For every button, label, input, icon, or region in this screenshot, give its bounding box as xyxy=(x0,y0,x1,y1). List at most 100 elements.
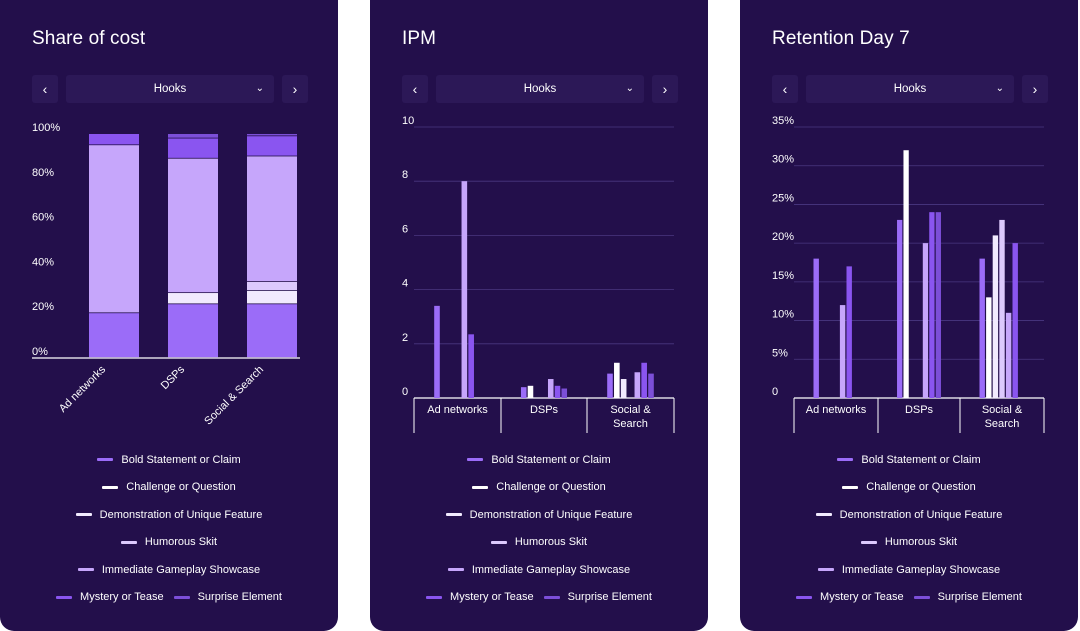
y-tick-label: 4 xyxy=(402,278,408,290)
bar-challenge-or-question xyxy=(614,362,620,398)
stack-segment-immediate-gameplay-showcase xyxy=(247,156,297,282)
y-tick-label: 0 xyxy=(402,386,408,398)
legend-item-bold-statement-or-claim[interactable]: Bold Statement or Claim xyxy=(97,454,241,466)
stack-segment-mystery-or-tease xyxy=(89,134,139,145)
legend-swatch xyxy=(467,458,484,462)
legend-item-demonstration-of-unique-feature[interactable]: Demonstration of Unique Feature xyxy=(445,508,633,521)
legend-item-humorous-skit[interactable]: Humorous Skit xyxy=(120,536,217,548)
legend-label: Mystery or Tease xyxy=(80,591,164,604)
legend-label: Surprise Element xyxy=(197,591,282,604)
next-arrow-button[interactable]: › xyxy=(282,75,308,103)
legend-item-challenge-or-question[interactable]: Challenge or Question xyxy=(472,481,606,493)
legend-label: Challenge or Question xyxy=(866,481,976,494)
stack-segment-demonstration-of-unique-feature xyxy=(168,293,218,304)
prev-arrow-button[interactable]: ‹ xyxy=(32,75,58,103)
dimension-selector: ‹ Hooks ⌄ › xyxy=(32,75,308,103)
bar-immediate-gameplay-showcase xyxy=(839,305,846,398)
legend-item-humorous-skit[interactable]: Humorous Skit xyxy=(490,536,587,548)
legend-swatch xyxy=(102,485,119,489)
legend-item-mystery-or-tease[interactable]: Mystery or Tease xyxy=(56,591,164,603)
legend-item-demonstration-of-unique-feature[interactable]: Demonstration of Unique Feature xyxy=(75,509,262,521)
legend-item-challenge-or-question[interactable]: Challenge or Question xyxy=(842,481,976,494)
dropdown-value: Hooks xyxy=(893,83,927,95)
bar-bold-statement-or-claim xyxy=(979,258,985,398)
legend-item-mystery-or-tease[interactable]: Mystery or Tease xyxy=(426,591,534,603)
legend-swatch xyxy=(842,485,859,489)
legend-item-mystery-or-tease[interactable]: Mystery or Tease xyxy=(796,591,904,603)
ipm-card: IPM ‹ Hooks ⌄ › 0 2 4 6 8 10 Ad networks DSPs So… xyxy=(370,0,708,631)
chevron-down-icon: ⌄ xyxy=(995,83,1004,94)
retention-day-7-card: Retention Day 7 ‹ Hooks ⌄ › 0 5% 10% 15% 20%… xyxy=(740,0,1078,631)
dimension-dropdown[interactable]: Hooks ⌄ xyxy=(66,75,274,103)
chart-legend: Bold Statement or Claim Challenge or Ques… xyxy=(0,446,338,611)
y-tick-label: 10% xyxy=(772,309,794,321)
legend-label: Immediate Gameplay Showcase xyxy=(841,563,1001,576)
stack-segment-immediate-gameplay-showcase xyxy=(89,145,139,313)
card-title: Retention Day 7 xyxy=(772,28,910,49)
legend-row: Demonstration of Unique Feature xyxy=(370,501,708,529)
chart-legend: Bold Statement or Claim Challenge or Ques… xyxy=(740,446,1078,611)
x-category-label: Social & xyxy=(610,404,651,416)
bar-bold-statement-or-claim xyxy=(813,258,819,398)
prev-arrow-button[interactable]: ‹ xyxy=(772,75,798,103)
legend-item-humorous-skit[interactable]: Humorous Skit xyxy=(860,536,957,548)
bar-mystery-or-tease xyxy=(641,362,647,398)
legend-swatch xyxy=(173,595,190,599)
dimension-dropdown[interactable]: Hooks ⌄ xyxy=(436,75,644,103)
legend-row: Humorous Skit xyxy=(0,529,338,557)
y-tick-label: 0% xyxy=(32,346,48,358)
retention-day-7-chart: 0 5% 10% 15% 20% 25% 30% 35% Ad networks DSPs Soci… xyxy=(772,115,1045,433)
legend-item-demonstration-of-unique-feature[interactable]: Demonstration of Unique Feature xyxy=(815,508,1003,521)
legend-item-surprise-element[interactable]: Surprise Element xyxy=(543,591,652,603)
next-arrow-button[interactable]: › xyxy=(1022,75,1048,103)
legend-item-bold-statement-or-claim[interactable]: Bold Statement or Claim xyxy=(467,453,611,466)
stack-segment-bold-statement-or-claim xyxy=(89,313,139,358)
legend-label: Bold Statement or Claim xyxy=(491,453,611,466)
legend-swatch xyxy=(490,540,507,544)
legend-row: Mystery or Tease Surprise Element xyxy=(740,584,1078,612)
x-category-label: Search xyxy=(985,418,1020,430)
y-tick-label: 6 xyxy=(402,223,408,235)
legend-label: Immediate Gameplay Showcase xyxy=(101,563,261,576)
bar-mystery-or-tease xyxy=(554,385,561,398)
bar-mystery-or-tease xyxy=(846,266,852,398)
legend-label: Surprise Element xyxy=(937,591,1022,604)
stack-segment-demonstration-of-unique-feature xyxy=(247,290,297,304)
y-tick-label: 35% xyxy=(772,115,794,127)
legend-row: Bold Statement or Claim xyxy=(0,446,338,474)
legend-item-surprise-element[interactable]: Surprise Element xyxy=(913,591,1022,604)
legend-label: Demonstration of Unique Feature xyxy=(469,508,633,521)
y-tick-label: 25% xyxy=(772,192,794,204)
legend-item-immediate-gameplay-showcase[interactable]: Immediate Gameplay Showcase xyxy=(447,563,631,576)
legend-item-bold-statement-or-claim[interactable]: Bold Statement or Claim xyxy=(837,454,981,466)
bar-bold-statement-or-claim xyxy=(434,305,440,398)
bar-surprise-element xyxy=(648,373,654,398)
legend-row: Immediate Gameplay Showcase xyxy=(370,556,708,584)
stack-segment-mystery-or-tease xyxy=(168,138,218,158)
legend-label: Challenge or Question xyxy=(126,481,236,494)
dimension-dropdown[interactable]: Hooks ⌄ xyxy=(806,75,1014,103)
bar-surprise-element xyxy=(561,388,568,398)
legend-item-immediate-gameplay-showcase[interactable]: Immediate Gameplay Showcase xyxy=(77,563,261,576)
dropdown-value: Hooks xyxy=(523,83,557,95)
bar-humorous-skit xyxy=(999,219,1005,398)
bar-bold-statement-or-claim xyxy=(897,219,903,398)
x-category-label: Ad networks xyxy=(806,404,867,416)
legend-item-surprise-element[interactable]: Surprise Element xyxy=(173,591,282,604)
y-tick-label: 10 xyxy=(402,115,414,127)
bar-mystery-or-tease xyxy=(929,212,935,398)
legend-label: Immediate Gameplay Showcase xyxy=(471,563,631,576)
next-arrow-button[interactable]: › xyxy=(652,75,678,103)
stack-segment-surprise-element xyxy=(247,134,297,136)
legend-item-challenge-or-question[interactable]: Challenge or Question xyxy=(102,481,236,494)
x-category-label: Ad networks xyxy=(57,363,109,415)
legend-swatch xyxy=(445,513,462,517)
dimension-selector: ‹ Hooks ⌄ › xyxy=(402,75,678,103)
y-tick-label: 20% xyxy=(32,301,54,313)
legend-row: Bold Statement or Claim xyxy=(370,446,708,474)
legend-item-immediate-gameplay-showcase[interactable]: Immediate Gameplay Showcase xyxy=(817,563,1001,576)
prev-arrow-button[interactable]: ‹ xyxy=(402,75,428,103)
legend-swatch xyxy=(447,568,464,572)
legend-label: Demonstration of Unique Feature xyxy=(839,508,1003,521)
x-category-label: DSPs xyxy=(530,404,559,416)
